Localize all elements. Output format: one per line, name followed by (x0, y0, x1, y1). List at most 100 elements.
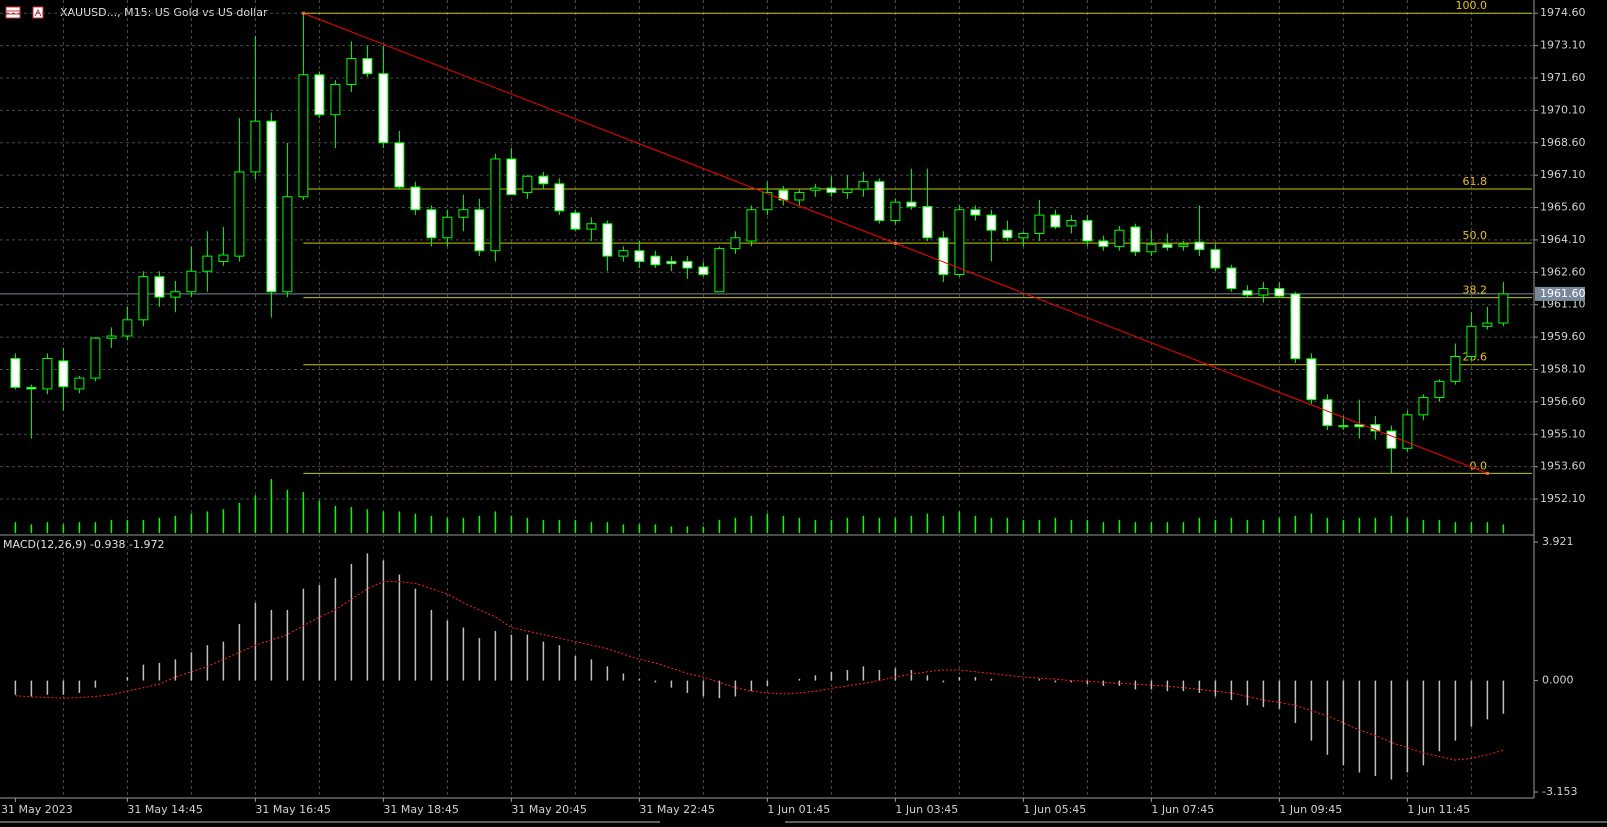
candle-body (1258, 288, 1269, 296)
candle-body (890, 201, 901, 221)
candle-body (282, 196, 293, 293)
candle-body (1226, 267, 1237, 290)
candle-body (154, 276, 165, 298)
candle-body (762, 191, 773, 211)
y-tick-label: 1961.10 (1540, 298, 1586, 311)
candle-body (442, 216, 453, 239)
candle-body (746, 209, 757, 242)
x-tick-label: 1 Jun 11:45 (1407, 803, 1470, 816)
candle-body (666, 261, 677, 265)
candle-body (1098, 240, 1109, 247)
candle-body (842, 188, 853, 193)
candle-body (410, 186, 421, 211)
candle-body (1466, 325, 1477, 358)
current-price-box (1535, 286, 1585, 301)
candle-body (618, 250, 629, 257)
candle-body (234, 171, 245, 257)
candle-body (122, 319, 133, 337)
candle-body (106, 335, 117, 339)
candle-body (554, 183, 565, 212)
symbol-icon (5, 6, 44, 19)
candle-body (330, 83, 341, 116)
y-tick-label: 1956.60 (1540, 395, 1586, 408)
candle-body (602, 223, 613, 257)
candle-body (490, 158, 501, 252)
x-tick-label: 31 May 20:45 (511, 803, 586, 816)
candle-body (938, 237, 949, 275)
candle-body (1066, 220, 1077, 227)
fib-label: 61.8 (1463, 175, 1488, 188)
x-tick-label: 31 May 22:45 (639, 803, 714, 816)
candle-body (1242, 290, 1253, 296)
x-tick-label: 1 Jun 03:45 (895, 803, 958, 816)
x-tick-label: 31 May 16:45 (255, 803, 330, 816)
candle-body (1194, 241, 1205, 251)
candle-body (714, 248, 725, 293)
y-tick-label: 1968.60 (1540, 136, 1586, 149)
candle-body (730, 237, 741, 250)
candle-body (634, 250, 645, 263)
x-tick-label: 1 Jun 05:45 (1023, 803, 1086, 816)
candle-body (378, 73, 389, 144)
candle-body (394, 142, 405, 188)
x-tick-label: 31 May 2023 (1, 803, 73, 816)
candle-body (522, 175, 533, 193)
y-tick-label: 1965.60 (1540, 201, 1586, 214)
x-tick-label: 31 May 14:45 (127, 803, 202, 816)
candle-body (826, 187, 837, 193)
candle-body (218, 254, 229, 263)
candle-body (906, 201, 917, 207)
y-tick-label: 1958.10 (1540, 362, 1586, 375)
fib-label: 0.0 (1470, 459, 1488, 472)
candle-body (1482, 322, 1493, 327)
candle-body (1018, 232, 1029, 239)
x-tick-label: 1 Jun 01:45 (767, 803, 830, 816)
candle-body (1162, 243, 1173, 248)
candle-body (362, 58, 373, 75)
y-tick-label: 1952.10 (1540, 492, 1586, 505)
x-tick-label: 1 Jun 07:45 (1151, 803, 1214, 816)
candle-body (26, 386, 37, 390)
candle-body (1050, 214, 1061, 228)
trendline-anchor (1485, 471, 1489, 475)
candle-body (426, 209, 437, 239)
candle-body (1146, 243, 1157, 253)
y-tick-label: 1953.60 (1540, 460, 1586, 473)
candle-body (1178, 243, 1189, 247)
candle-body (1338, 425, 1349, 428)
candle-body (874, 181, 885, 222)
candle-body (1386, 430, 1397, 449)
candle-body (266, 120, 277, 293)
y-tick-label: -3.153 (1542, 785, 1577, 798)
candle-body (1498, 293, 1509, 324)
y-tick-label: 1967.10 (1540, 168, 1586, 181)
y-tick-label: 0.000 (1542, 674, 1574, 687)
candle-body (954, 209, 965, 275)
candle-body (1274, 288, 1285, 297)
candle-body (138, 276, 149, 321)
y-tick-label: 1970.10 (1540, 103, 1586, 116)
candle-body (202, 255, 213, 272)
candle-body (1290, 293, 1301, 360)
y-tick-label: 1974.60 (1540, 6, 1586, 19)
candle-body (1210, 249, 1221, 269)
macd-signal (15, 581, 1504, 761)
candle-body (1434, 380, 1445, 399)
candle-body (170, 291, 181, 298)
candle-body (650, 255, 661, 266)
candle-body (922, 205, 933, 239)
candle-body (1082, 220, 1093, 242)
candle-body (506, 158, 517, 196)
fib-label: 50.0 (1463, 229, 1488, 242)
candle-body (794, 191, 805, 201)
trendline-anchor (301, 11, 305, 15)
x-tick-label: 31 May 18:45 (383, 803, 458, 816)
candle-body (58, 360, 69, 388)
y-tick-label: 1955.10 (1540, 427, 1586, 440)
candle-body (810, 187, 821, 191)
macd-title: MACD(12,26,9) -0.938 -1.972 (3, 538, 164, 551)
candle-body (250, 120, 261, 173)
